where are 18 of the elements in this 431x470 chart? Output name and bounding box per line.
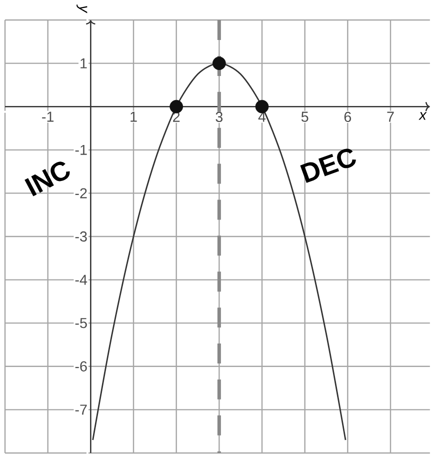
y-tick-label: -5 [75, 318, 87, 328]
annotation: DEC [300, 148, 356, 183]
y-tick-label: -4 [75, 274, 88, 285]
y-tick-label: 1 [80, 58, 87, 68]
y-tick-label: -1 [75, 144, 87, 155]
y-tick-label: -6 [75, 361, 87, 372]
x-tick-label: 3 [216, 112, 223, 122]
x-tick-label: 1 [130, 112, 137, 122]
y-tick-label: -2 [75, 188, 87, 198]
y-tick-label: -7 [75, 404, 87, 415]
x-tick-label: -1 [42, 112, 54, 122]
y-tick-label: -3 [75, 231, 87, 242]
y-axis-title: y [76, 4, 88, 14]
x-tick-label: 7 [387, 112, 394, 122]
annotation: INC [24, 162, 70, 196]
x-tick-label: 5 [301, 112, 308, 122]
x-tick-label: 6 [344, 112, 352, 122]
x-axis-title: x [418, 112, 427, 120]
